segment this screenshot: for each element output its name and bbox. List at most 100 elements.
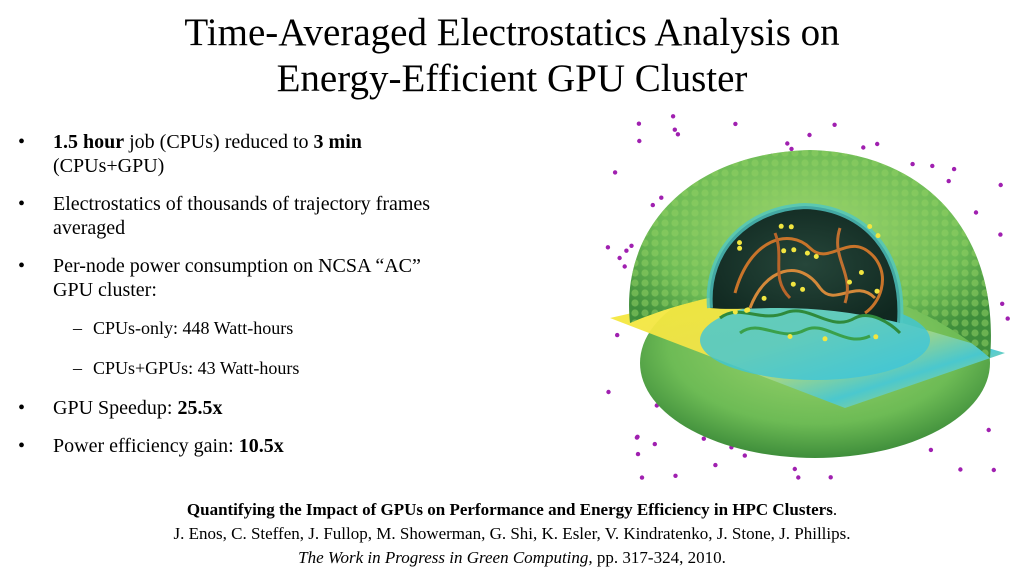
ion-dot — [928, 447, 934, 453]
ion-dot — [701, 436, 706, 441]
ion-dot — [673, 473, 678, 478]
yellow-ion-dot — [761, 295, 767, 301]
dash-marker: – — [73, 318, 82, 338]
dash-marker: – — [73, 358, 82, 378]
ion-dot — [973, 210, 979, 215]
cpus-gpus-text: CPUs+GPUs: 43 Watt-hours — [93, 358, 300, 378]
runtime-before: 1.5 hour — [53, 131, 125, 153]
yellow-ion-dot — [791, 247, 797, 253]
power-line-1: Per-node power consumption on NCSA “AC” — [53, 255, 421, 277]
yellow-ion-dot — [781, 248, 787, 254]
yellow-ion-dot — [875, 233, 881, 239]
sub-item-cpus-gpus: – CPUs+GPUs: 43 Watt-hours — [18, 356, 558, 380]
ion-dot — [733, 121, 738, 127]
yellow-ion-dot — [737, 240, 742, 246]
ion-dot — [605, 245, 611, 250]
yellow-ion-dot — [732, 309, 738, 315]
ion-dot — [910, 161, 915, 167]
ion-dot — [652, 441, 657, 447]
bullet-dot: • — [18, 255, 26, 277]
yellow-ion-dot — [813, 254, 819, 259]
ion-dot — [998, 232, 1003, 237]
ion-dot — [617, 255, 622, 261]
ion-dot — [639, 475, 645, 480]
ion-dot — [675, 132, 681, 137]
ion-dot — [792, 466, 797, 472]
citation-venue-line: The Work in Progress in Green Computing,… — [0, 546, 1024, 570]
yellow-ion-dot — [867, 224, 873, 229]
frames-line-2: averaged — [53, 217, 126, 239]
ion-dot — [986, 427, 991, 433]
speedup-value: 25.5x — [177, 397, 223, 419]
ion-dot — [612, 170, 618, 175]
capsid-inner-rim — [706, 202, 904, 324]
paper-authors: J. Enos, C. Steffen, J. Fullop, M. Showe… — [173, 524, 851, 543]
ion-dot — [635, 451, 641, 457]
citation-block: Quantifying the Impact of GPUs on Perfor… — [0, 498, 1024, 570]
yellow-ion-dot — [858, 270, 864, 275]
ion-dot — [930, 163, 935, 169]
bullet-item-power: • Per-node power consumption on NCSA “AC… — [18, 254, 558, 302]
runtime-text: job (CPUs) reduced to — [124, 131, 314, 153]
paper-venue: The Work in Progress in Green Computing, — [298, 548, 593, 567]
yellow-ion-dot — [873, 334, 879, 340]
ion-dot — [946, 178, 951, 184]
power-line-2: GPU cluster: — [53, 279, 157, 301]
yellow-ion-dot — [800, 286, 806, 292]
ion-dot — [672, 127, 677, 132]
runtime-config: (CPUs+GPU) — [53, 155, 165, 177]
bullet-dot: • — [18, 193, 26, 215]
ion-dot — [634, 435, 640, 440]
ion-dot — [828, 475, 833, 480]
bullet-dot: • — [18, 397, 26, 419]
paper-title: Quantifying the Impact of GPUs on Perfor… — [186, 500, 833, 519]
ion-dot — [991, 467, 996, 473]
ion-dot — [636, 121, 642, 126]
title-line-1: Time-Averaged Electrostatics Analysis on — [184, 11, 840, 54]
frames-line-1: Electrostatics of thousands of trajector… — [53, 193, 431, 215]
paper-title-period: . — [832, 500, 838, 519]
sub-item-cpus-only: – CPUs-only: 448 Watt-hours — [18, 316, 558, 340]
yellow-ion-dot — [847, 279, 852, 285]
slide-title: Time-Averaged Electrostatics Analysis on… — [0, 10, 1024, 102]
yellow-ion-dot — [778, 223, 784, 229]
efficiency-label: Power efficiency gain: — [53, 435, 239, 457]
rna-strands — [719, 227, 902, 341]
ion-dot — [796, 475, 801, 480]
ion-dot — [807, 132, 812, 138]
yellow-ion-dot — [804, 250, 810, 256]
ion-dot — [832, 122, 837, 127]
ion-dot — [615, 332, 620, 338]
yellow-ion-dot — [822, 336, 828, 342]
molecular-render-image — [600, 108, 1024, 488]
ion-dot — [958, 467, 963, 472]
plane-cyan-core — [700, 300, 930, 380]
ion-dot — [742, 453, 747, 458]
cpus-only-text: CPUs-only: 448 Watt-hours — [93, 318, 294, 338]
paper-pages: pp. 317-324, 2010. — [592, 548, 726, 567]
bullet-item-efficiency: • Power efficiency gain: 10.5x — [18, 434, 558, 458]
yellow-ion-dot — [790, 281, 796, 287]
yellow-ion-dots — [732, 223, 881, 342]
ion-dot — [861, 145, 866, 150]
yellow-ion-dot — [788, 224, 794, 230]
ion-dot — [1000, 301, 1005, 306]
bullet-list: • 1.5 hour job (CPUs) reduced to 3 min (… — [18, 130, 558, 472]
yellow-ion-dot — [787, 334, 793, 339]
yellow-ion-dot — [737, 245, 743, 251]
ion-dot — [637, 138, 642, 144]
ion-dot — [785, 141, 790, 146]
ion-dot — [624, 248, 629, 253]
ion-dot — [951, 166, 957, 172]
yellow-ion-dot — [874, 288, 880, 294]
ion-dot — [1005, 316, 1010, 321]
ion-dot — [659, 195, 664, 200]
citation-title-line: Quantifying the Impact of GPUs on Perfor… — [0, 498, 1024, 522]
ion-dot — [875, 141, 880, 147]
ion-dot — [629, 243, 634, 248]
ion-dot — [998, 182, 1003, 188]
title-line-2: Energy-Efficient GPU Cluster — [276, 57, 748, 100]
yellow-ion-dot — [745, 307, 751, 313]
ion-dot — [713, 462, 718, 468]
virus-capsid-illustration — [605, 114, 1010, 480]
